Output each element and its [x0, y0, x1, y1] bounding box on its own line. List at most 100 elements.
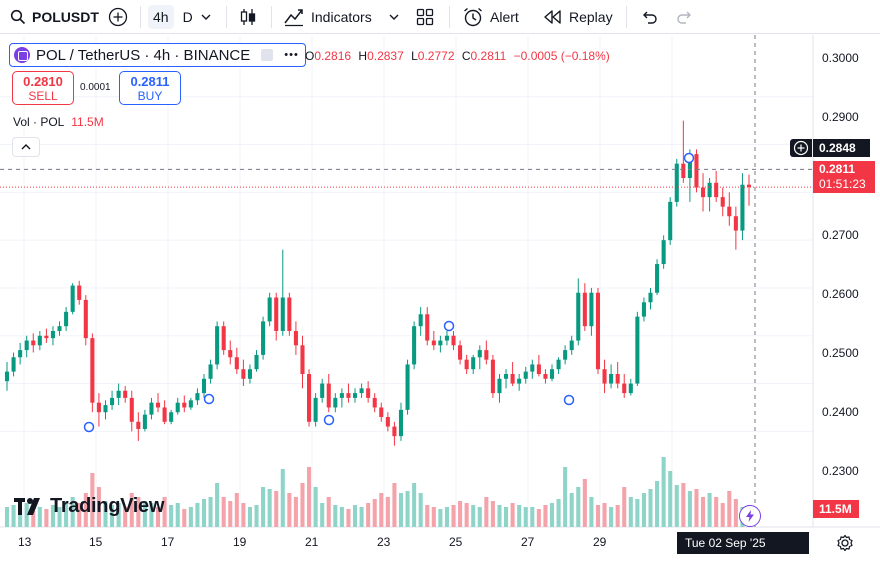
- volume-legend[interactable]: Vol · POL 11.5M: [13, 115, 104, 129]
- indicators-dropdown-button[interactable]: [388, 0, 400, 34]
- volume-bar: [464, 503, 469, 527]
- collapse-legend-button[interactable]: [12, 137, 40, 157]
- replay-button[interactable]: Replay: [543, 0, 613, 34]
- candle-body: [720, 197, 725, 207]
- time-tick: 15: [89, 535, 103, 549]
- volume-bar: [477, 507, 482, 527]
- candle-body: [484, 350, 489, 360]
- volume-bar: [352, 505, 358, 527]
- ohlc-values: O0.2816 H0.2837 L0.2772 C0.2811 −0.0005 …: [305, 49, 610, 63]
- volume-bar: [247, 507, 252, 527]
- sell-label: SELL: [28, 89, 58, 103]
- indicators-button[interactable]: Indicators: [283, 0, 372, 34]
- volume-bar: [707, 493, 712, 527]
- volume-bar: [510, 503, 515, 527]
- volume-bar: [366, 503, 371, 527]
- candle-body: [215, 326, 220, 365]
- legend-title: POL / TetherUS · 4h · BINANCE: [36, 46, 251, 64]
- candle-body: [707, 182, 712, 198]
- symbol-label: POLUSDT: [32, 9, 99, 25]
- volume-bar: [523, 507, 528, 527]
- chart-area[interactable]: POL / TetherUS · 4h · BINANCE ••• O0.281…: [0, 35, 880, 572]
- volume-bar: [549, 503, 555, 527]
- volume-bar: [241, 503, 246, 527]
- volume-bar: [182, 509, 187, 527]
- buy-button[interactable]: 0.2811 BUY: [119, 71, 181, 105]
- volume-bar: [110, 505, 115, 527]
- volume-bar: [398, 493, 404, 527]
- candle-body: [339, 393, 344, 398]
- volume-bar: [208, 497, 213, 527]
- pol-coin-icon: [14, 47, 30, 63]
- eye-off-icon[interactable]: [260, 48, 274, 62]
- volume-bar: [405, 491, 410, 527]
- layouts-button[interactable]: [416, 0, 434, 34]
- candle-body: [523, 371, 528, 379]
- undo-button[interactable]: [640, 0, 658, 34]
- interval-d-button[interactable]: D: [182, 9, 193, 25]
- time-tick: 17: [161, 535, 175, 549]
- time-tick: 23: [377, 535, 391, 549]
- chart-settings-button[interactable]: [836, 534, 854, 552]
- alert-label: Alert: [490, 9, 519, 25]
- volume-bar: [543, 505, 548, 527]
- candle-body: [431, 340, 436, 346]
- candle-body: [681, 163, 686, 178]
- candle-body: [169, 412, 174, 422]
- candle-body: [44, 335, 49, 339]
- redo-icon: [677, 11, 691, 24]
- volume-bar: [641, 493, 646, 527]
- volume-bar: [96, 487, 101, 527]
- chart-type-button[interactable]: [238, 0, 258, 34]
- candle-body: [234, 357, 239, 370]
- candle-body: [418, 314, 423, 327]
- volume-bar: [668, 471, 673, 527]
- candle-body: [201, 378, 207, 394]
- sell-button[interactable]: 0.2810 SELL: [12, 71, 74, 105]
- volume-bar: [431, 507, 436, 527]
- volume-bar: [582, 479, 587, 527]
- candle-body: [661, 240, 666, 265]
- candle-body: [11, 357, 16, 372]
- candle-body: [589, 292, 594, 327]
- legend-more-button[interactable]: •••: [284, 49, 299, 61]
- compare-symbol-button[interactable]: [108, 0, 128, 34]
- volume-bar: [471, 505, 476, 527]
- volume-bar: [595, 505, 601, 527]
- volume-bar: [458, 501, 463, 527]
- alert-button[interactable]: Alert: [462, 0, 519, 34]
- volume-bar: [37, 507, 42, 527]
- price-tick: 0.2900: [822, 110, 859, 124]
- interval-4h-button[interactable]: 4h: [148, 5, 174, 29]
- indicators-label: Indicators: [311, 9, 372, 25]
- candle-body: [221, 326, 226, 351]
- buy-label: BUY: [137, 89, 163, 103]
- volume-bar: [504, 507, 509, 527]
- volume-bar: [661, 457, 666, 527]
- price-chart[interactable]: [0, 35, 880, 558]
- interval-dropdown-button[interactable]: [200, 0, 212, 34]
- candle-body: [641, 302, 646, 317]
- candle-body: [287, 297, 292, 331]
- volume-bar: [655, 481, 660, 527]
- candles: [4, 120, 752, 446]
- candle-body: [714, 182, 719, 198]
- volume-legend-value: 11.5M: [71, 115, 104, 129]
- symbol-search[interactable]: POLUSDT: [10, 0, 99, 34]
- candle-body: [477, 350, 482, 358]
- candle-body: [247, 369, 252, 379]
- symbol-legend[interactable]: POL / TetherUS · 4h · BINANCE •••: [9, 43, 306, 67]
- redo-button[interactable]: [676, 0, 694, 34]
- add-alert-plus-button[interactable]: [790, 139, 812, 157]
- candle-body: [372, 397, 377, 408]
- candle-body: [398, 409, 404, 437]
- volume-bar: [293, 497, 298, 527]
- tradingview-logo[interactable]: TradingView: [14, 495, 164, 518]
- volume-bar: [195, 503, 200, 527]
- candle-body: [733, 216, 738, 231]
- volume-bar: [64, 501, 69, 527]
- events-lightning-button[interactable]: [739, 505, 761, 527]
- candle-body: [405, 364, 410, 410]
- crosshair-time: 08:00: [703, 558, 734, 572]
- interval-group: 4h D: [148, 0, 196, 34]
